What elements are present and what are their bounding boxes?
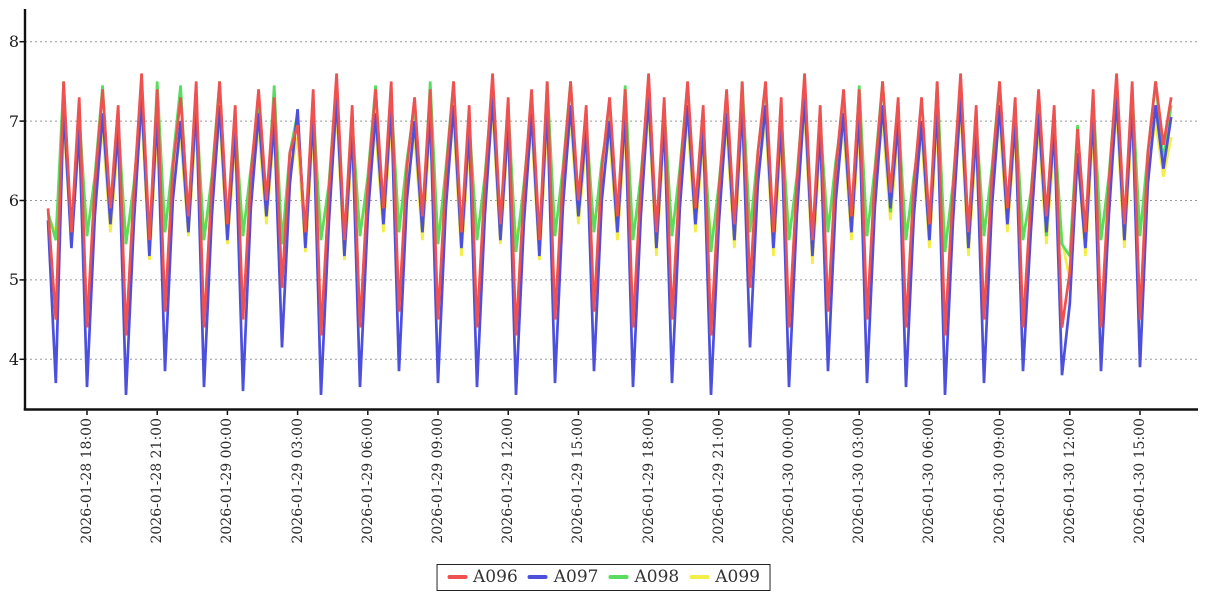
x-tick-label: 2026-01-29 18:00 <box>640 418 657 544</box>
legend-swatch-a096 <box>447 575 468 579</box>
x-tick-label: 2026-01-29 21:00 <box>710 418 727 544</box>
x-tick-label: 2026-01-30 03:00 <box>851 418 868 544</box>
x-tick-label: 2026-01-28 21:00 <box>149 418 166 544</box>
legend-item-a096: A096 <box>447 567 518 587</box>
series-lines <box>46 73 1173 396</box>
x-tick-label: 2026-01-29 00:00 <box>219 418 236 544</box>
x-tick-label: 2026-01-29 09:00 <box>430 418 446 544</box>
legend-label-a096: A096 <box>473 567 518 587</box>
legend-item-a099: A099 <box>689 567 760 587</box>
y-tick-label: 4 <box>8 349 19 369</box>
legend-item-a098: A098 <box>608 567 680 587</box>
y-tick-label: 8 <box>8 32 19 52</box>
x-tick-label: 2026-01-28 18:00 <box>79 418 95 544</box>
x-tick-label: 2026-01-29 12:00 <box>500 418 517 544</box>
x-tick-label: 2026-01-30 06:00 <box>921 418 938 544</box>
legend-item-a097: A097 <box>527 567 599 587</box>
x-tick-label: 2026-01-30 15:00 <box>1132 418 1148 544</box>
y-tick-label: 7 <box>8 111 19 131</box>
legend: A096 A097 A098 A099 <box>436 564 771 591</box>
legend-swatch-a098 <box>608 575 629 579</box>
legend-label-a098: A098 <box>634 567 680 587</box>
y-tick-label: 6 <box>8 191 19 210</box>
legend-swatch-a099 <box>689 575 710 579</box>
x-tick-label: 2026-01-30 12:00 <box>1061 418 1078 544</box>
x-tick-label: 2026-01-30 09:00 <box>991 418 1008 544</box>
x-tick-label: 2026-01-29 03:00 <box>289 418 306 544</box>
legend-label-a099: A099 <box>715 567 760 587</box>
x-tick-label: 2026-01-29 15:00 <box>570 418 587 544</box>
y-tick-label: 5 <box>8 270 19 290</box>
axes <box>19 9 1198 415</box>
x-tick-label: 2026-01-29 06:00 <box>359 418 376 544</box>
series-line-a096 <box>46 73 1173 336</box>
legend-label-a097: A097 <box>553 567 599 587</box>
x-tick-label: 2026-01-30 00:00 <box>781 418 797 544</box>
legend-swatch-a097 <box>527 575 548 579</box>
